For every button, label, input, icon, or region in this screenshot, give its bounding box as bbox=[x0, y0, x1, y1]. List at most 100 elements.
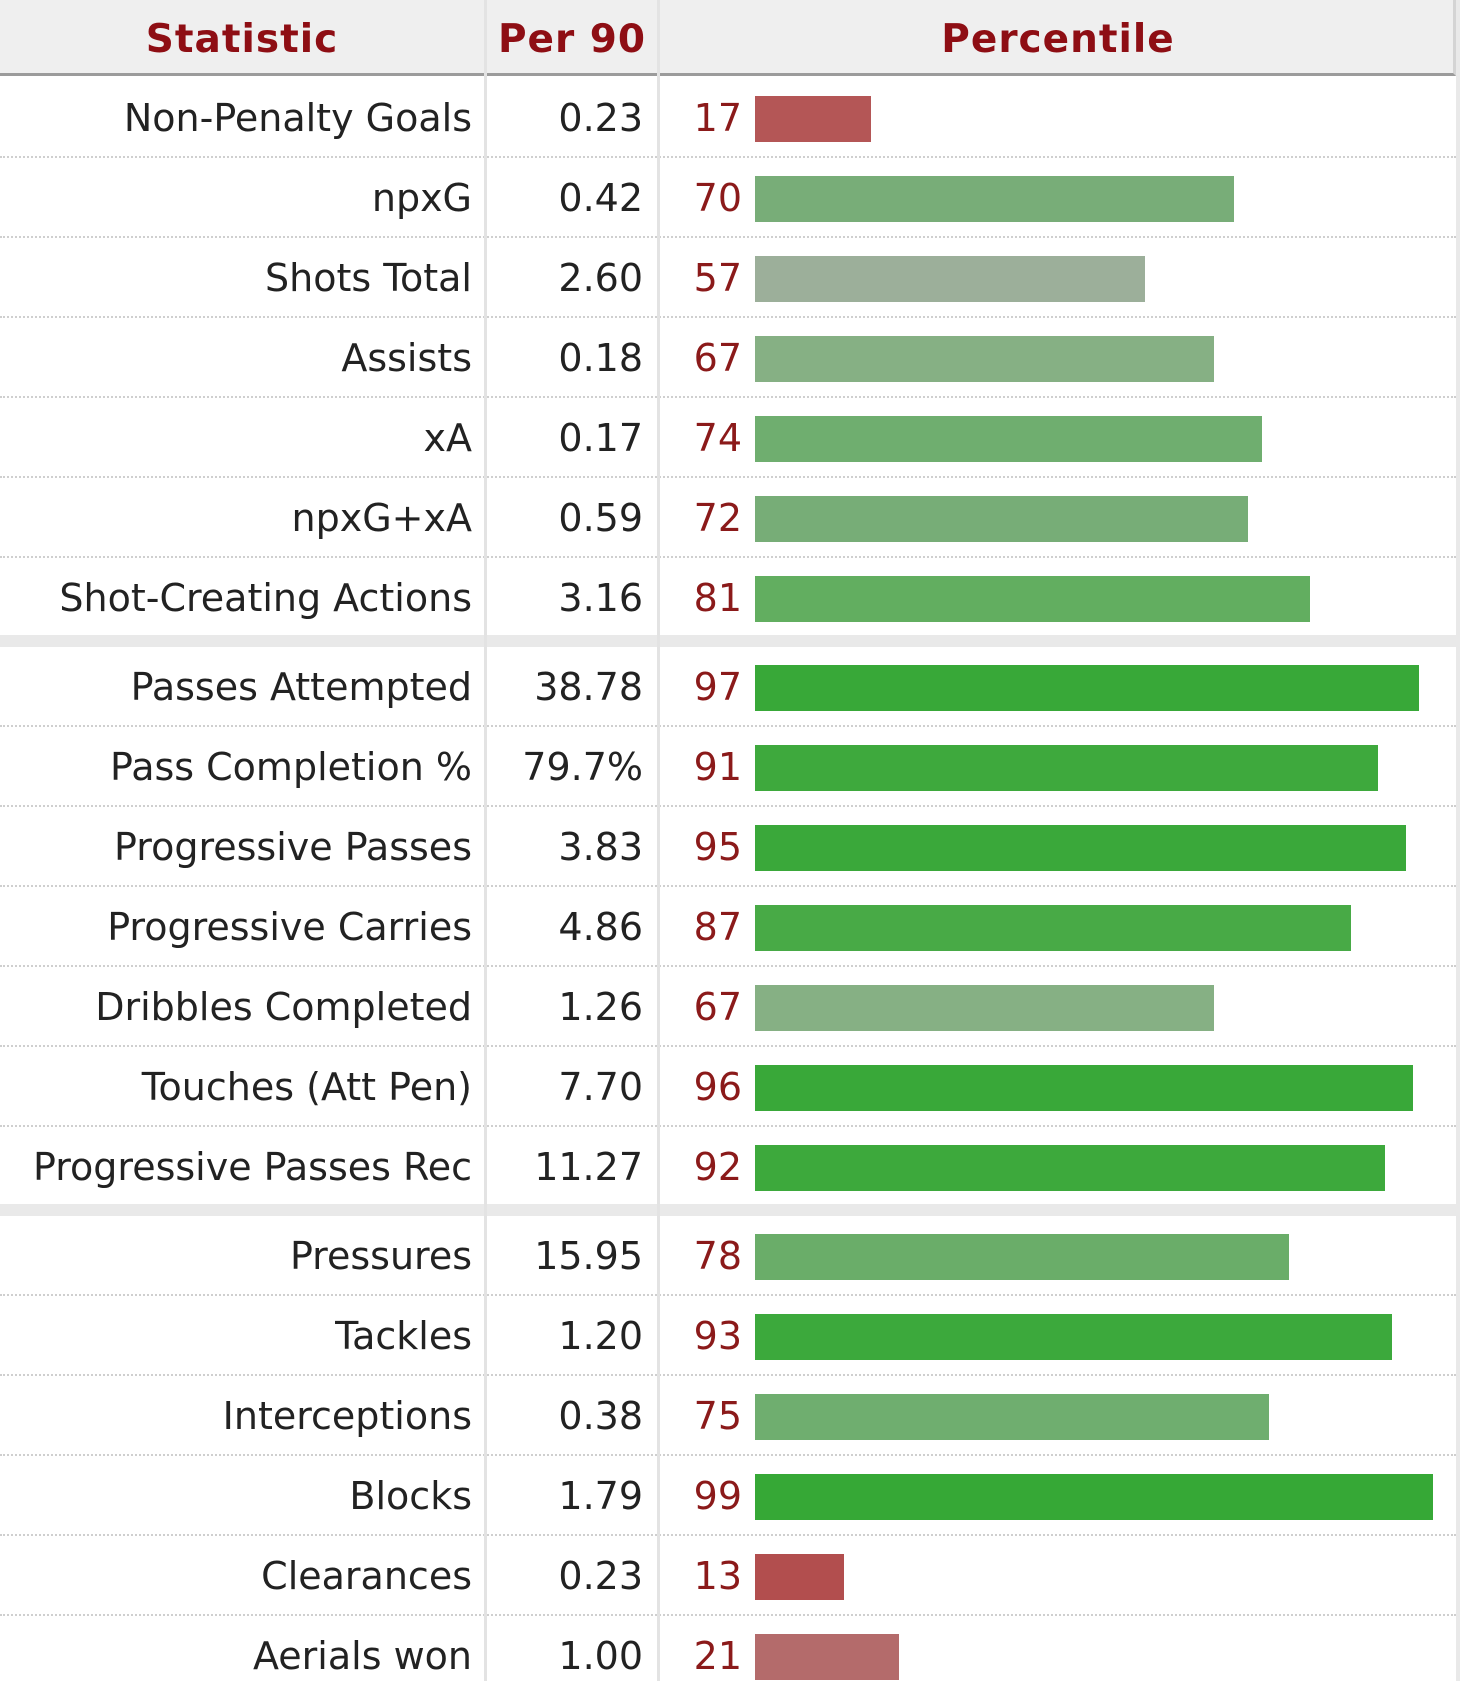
table-row: Tackles 1.20 93 bbox=[0, 1296, 1456, 1376]
column-divider-per90 bbox=[657, 0, 660, 1681]
table-row: Blocks 1.79 99 bbox=[0, 1456, 1456, 1536]
table-row: Shots Total 2.60 57 bbox=[0, 238, 1456, 318]
percentile-bar bbox=[755, 1314, 1392, 1360]
table-header: Statistic Per 90 Percentile bbox=[0, 0, 1456, 76]
per90-cell: 1.20 bbox=[558, 1314, 643, 1358]
table-row: npxG 0.42 70 bbox=[0, 158, 1456, 238]
percentile-bar bbox=[755, 1394, 1269, 1440]
row-divider bbox=[0, 1045, 1456, 1047]
percentile-bar bbox=[755, 1065, 1413, 1111]
percentile-bar bbox=[755, 745, 1378, 791]
percentile-value: 67 bbox=[693, 985, 742, 1029]
percentile-value: 67 bbox=[693, 336, 742, 380]
row-divider bbox=[0, 725, 1456, 727]
statistic-cell: Progressive Passes bbox=[114, 825, 472, 869]
table-row: Shot-Creating Actions 3.16 81 bbox=[0, 558, 1456, 638]
table-row: npxG+xA 0.59 72 bbox=[0, 478, 1456, 558]
percentile-value: 70 bbox=[693, 176, 742, 220]
row-divider bbox=[0, 1454, 1456, 1456]
statistic-cell: Pass Completion % bbox=[109, 745, 472, 789]
statistic-cell: xA bbox=[423, 416, 472, 460]
statistic-cell: Progressive Carries bbox=[107, 905, 472, 949]
statistic-cell: npxG+xA bbox=[291, 496, 472, 540]
statistic-cell: Dribbles Completed bbox=[95, 985, 472, 1029]
per90-cell: 1.00 bbox=[558, 1634, 643, 1678]
percentile-value: 13 bbox=[693, 1554, 742, 1598]
statistic-cell: Pressures bbox=[289, 1234, 472, 1278]
percentile-bar bbox=[755, 985, 1214, 1031]
row-divider bbox=[0, 236, 1456, 238]
per90-cell: 11.27 bbox=[534, 1145, 643, 1189]
group-separator bbox=[0, 1204, 1456, 1216]
percentile-bar bbox=[755, 1474, 1433, 1520]
percentile-bar bbox=[755, 1234, 1289, 1280]
statistic-cell: Non-Penalty Goals bbox=[123, 96, 472, 140]
statistic-cell: Touches (Att Pen) bbox=[141, 1065, 472, 1109]
per90-cell: 2.60 bbox=[558, 256, 643, 300]
row-divider bbox=[0, 1374, 1456, 1376]
table-row: Pass Completion % 79.7% 91 bbox=[0, 727, 1456, 807]
statistic-cell: Clearances bbox=[261, 1554, 472, 1598]
header-percentile[interactable]: Percentile bbox=[941, 17, 1175, 62]
statistic-cell: Shots Total bbox=[265, 256, 472, 300]
percentile-value: 81 bbox=[693, 576, 742, 620]
percentile-bar bbox=[755, 576, 1310, 622]
percentile-bar bbox=[755, 416, 1262, 462]
per90-cell: 4.86 bbox=[558, 905, 643, 949]
table-row: Clearances 0.23 13 bbox=[0, 1536, 1456, 1616]
column-divider-statistic bbox=[484, 0, 487, 1681]
statistic-cell: Blocks bbox=[349, 1474, 472, 1518]
group-separator bbox=[0, 635, 1456, 647]
per90-cell: 38.78 bbox=[534, 665, 643, 709]
row-divider bbox=[0, 1534, 1456, 1536]
row-divider bbox=[0, 805, 1456, 807]
per90-cell: 7.70 bbox=[558, 1065, 643, 1109]
row-divider bbox=[0, 156, 1456, 158]
row-divider bbox=[0, 396, 1456, 398]
percentile-value: 99 bbox=[693, 1474, 742, 1518]
percentile-value: 17 bbox=[693, 96, 742, 140]
table-row: xA 0.17 74 bbox=[0, 398, 1456, 478]
per90-cell: 1.26 bbox=[558, 985, 643, 1029]
row-divider bbox=[0, 1614, 1456, 1616]
percentile-value: 57 bbox=[693, 256, 742, 300]
percentile-value: 21 bbox=[693, 1634, 742, 1678]
table-row: Touches (Att Pen) 7.70 96 bbox=[0, 1047, 1456, 1127]
per90-cell: 3.83 bbox=[558, 825, 643, 869]
percentile-bar bbox=[755, 1145, 1385, 1191]
per90-cell: 15.95 bbox=[534, 1234, 643, 1278]
row-divider bbox=[0, 885, 1456, 887]
table-row: Progressive Passes Rec 11.27 92 bbox=[0, 1127, 1456, 1207]
row-divider bbox=[0, 965, 1456, 967]
header-per90[interactable]: Per 90 bbox=[497, 17, 647, 62]
statistic-cell: Assists bbox=[341, 336, 472, 380]
percentile-bar bbox=[755, 496, 1248, 542]
per90-cell: 79.7% bbox=[522, 745, 643, 789]
percentile-bar bbox=[755, 1554, 844, 1600]
row-divider bbox=[0, 556, 1456, 558]
table-right-edge bbox=[1456, 0, 1460, 1681]
table-row: Aerials won 1.00 21 bbox=[0, 1616, 1456, 1696]
per90-cell: 1.79 bbox=[558, 1474, 643, 1518]
table-row: Interceptions 0.38 75 bbox=[0, 1376, 1456, 1456]
percentile-value: 97 bbox=[693, 665, 742, 709]
per90-cell: 0.38 bbox=[558, 1394, 643, 1438]
header-statistic[interactable]: Statistic bbox=[145, 17, 339, 62]
percentile-bar bbox=[755, 1634, 899, 1680]
percentile-bar bbox=[755, 176, 1234, 222]
statistic-cell: Shot-Creating Actions bbox=[59, 576, 472, 620]
percentile-value: 72 bbox=[693, 496, 742, 540]
percentile-bar bbox=[755, 256, 1145, 302]
statistic-cell: npxG bbox=[371, 176, 472, 220]
statistic-cell: Tackles bbox=[335, 1314, 472, 1358]
per90-cell: 0.42 bbox=[558, 176, 643, 220]
per90-cell: 0.23 bbox=[558, 1554, 643, 1598]
per90-cell: 0.17 bbox=[558, 416, 643, 460]
statistic-cell: Passes Attempted bbox=[130, 665, 472, 709]
per90-cell: 0.23 bbox=[558, 96, 643, 140]
percentile-bar bbox=[755, 905, 1351, 951]
table-row: Dribbles Completed 1.26 67 bbox=[0, 967, 1456, 1047]
percentile-bar bbox=[755, 665, 1419, 711]
percentile-value: 75 bbox=[693, 1394, 742, 1438]
